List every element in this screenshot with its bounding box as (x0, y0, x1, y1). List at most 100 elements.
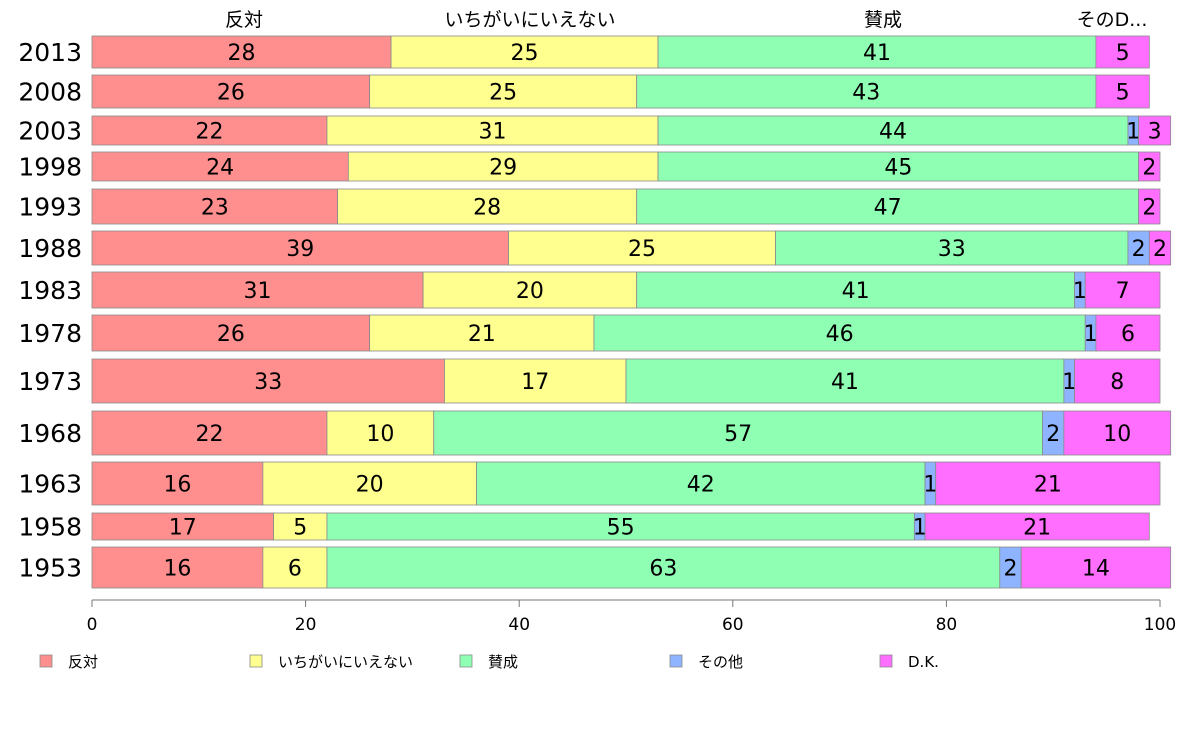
legend-label: 反対 (68, 653, 98, 671)
bar-segment (337, 188, 638, 225)
bar-segment (433, 410, 1043, 456)
data-label: 3 (1148, 120, 1162, 145)
bar-segment (91, 151, 349, 182)
bar-segment (326, 410, 435, 456)
data-label: 17 (169, 516, 197, 541)
legend-label: その他 (698, 653, 743, 671)
legend-swatch (879, 654, 893, 668)
bar-segment (390, 35, 659, 69)
bar-segment (636, 74, 1097, 109)
category-label: 1958 (18, 513, 82, 542)
legend-label: 賛成 (488, 653, 518, 671)
bar-segment (636, 188, 1140, 225)
x-tick-label: 20 (295, 615, 317, 635)
bar-segment (1020, 546, 1172, 589)
bar-segment (91, 35, 392, 69)
bar-segment (625, 358, 1065, 404)
bar-segment (1138, 151, 1161, 182)
data-label: 26 (217, 322, 245, 347)
data-label: 16 (163, 557, 191, 582)
bar-segment (91, 230, 509, 266)
x-tick-label: 80 (936, 615, 958, 635)
data-label: 1 (1084, 322, 1098, 347)
bar-segment (924, 512, 1150, 541)
bar-segment (273, 512, 328, 541)
data-label: 57 (724, 422, 752, 447)
legend-swatch (459, 654, 473, 668)
data-label: 44 (879, 120, 907, 145)
top-label: いちがいにいえない (444, 9, 615, 31)
top-label: 賛成 (864, 9, 902, 31)
data-label: 6 (288, 557, 302, 582)
data-label: 6 (1121, 322, 1135, 347)
data-label: 47 (874, 196, 902, 221)
bar-segment (91, 410, 328, 456)
data-label: 14 (1082, 557, 1110, 582)
x-tick-label: 100 (1144, 615, 1176, 635)
bar-segment (1148, 230, 1172, 266)
category-label: 1978 (18, 319, 82, 348)
data-label: 25 (628, 237, 656, 262)
data-label: 23 (201, 196, 229, 221)
data-label: 20 (356, 473, 384, 498)
data-label: 33 (254, 370, 282, 395)
data-label: 41 (863, 41, 891, 66)
bar-segment (593, 314, 1086, 352)
top-labels: 反対 いちがいにいえない 賛成 そのD... (225, 9, 1147, 31)
category-label: 2013 (18, 38, 82, 67)
data-label: 10 (366, 422, 394, 447)
data-label: 63 (649, 557, 677, 582)
category-label: 2008 (18, 78, 82, 107)
data-label: 17 (521, 370, 549, 395)
legend-label: D.K. (908, 653, 939, 671)
data-label: 31 (244, 279, 272, 304)
data-label: 1 (1073, 279, 1087, 304)
bar-segment (1084, 271, 1161, 309)
data-label: 10 (1103, 422, 1131, 447)
category-label: 1953 (18, 554, 82, 583)
data-label: 2 (1142, 156, 1156, 181)
data-label: 28 (228, 41, 256, 66)
x-tick-label: 0 (87, 615, 98, 635)
bar-segment (91, 461, 264, 506)
bar-segment (1074, 358, 1161, 404)
data-label: 41 (831, 370, 859, 395)
data-label: 2 (1003, 557, 1017, 582)
data-label: 2 (1142, 196, 1156, 221)
bar-segment (657, 151, 1140, 182)
data-label: 29 (489, 156, 517, 181)
data-label: 26 (217, 81, 245, 106)
bar-segment (262, 546, 328, 589)
data-label: 22 (195, 422, 223, 447)
data-label: 25 (511, 41, 539, 66)
data-label: 5 (293, 516, 307, 541)
bar-segment (91, 74, 371, 109)
data-label: 5 (1116, 81, 1130, 106)
bar-segment (1138, 115, 1172, 146)
category-label: 1998 (18, 153, 82, 182)
data-label: 28 (473, 196, 501, 221)
top-label: 反対 (225, 9, 263, 31)
bar-segment (1095, 35, 1150, 69)
data-label: 33 (938, 237, 966, 262)
data-label: 1 (923, 473, 937, 498)
data-label: 5 (1116, 41, 1130, 66)
data-label: 2 (1132, 237, 1146, 262)
data-label: 41 (842, 279, 870, 304)
category-label: 1973 (18, 367, 82, 396)
bar-segment (326, 115, 659, 146)
category-label: 1983 (18, 276, 82, 305)
data-label: 39 (286, 237, 314, 262)
data-label: 1 (1126, 120, 1140, 145)
bar-segment (444, 358, 627, 404)
data-label: 1 (913, 516, 927, 541)
bar-segment (1138, 188, 1161, 225)
bar-segment (1063, 410, 1172, 456)
data-label: 24 (206, 156, 234, 181)
bar-segment (91, 115, 328, 146)
bar-segment (1095, 74, 1150, 109)
category-label: 1988 (18, 234, 82, 263)
